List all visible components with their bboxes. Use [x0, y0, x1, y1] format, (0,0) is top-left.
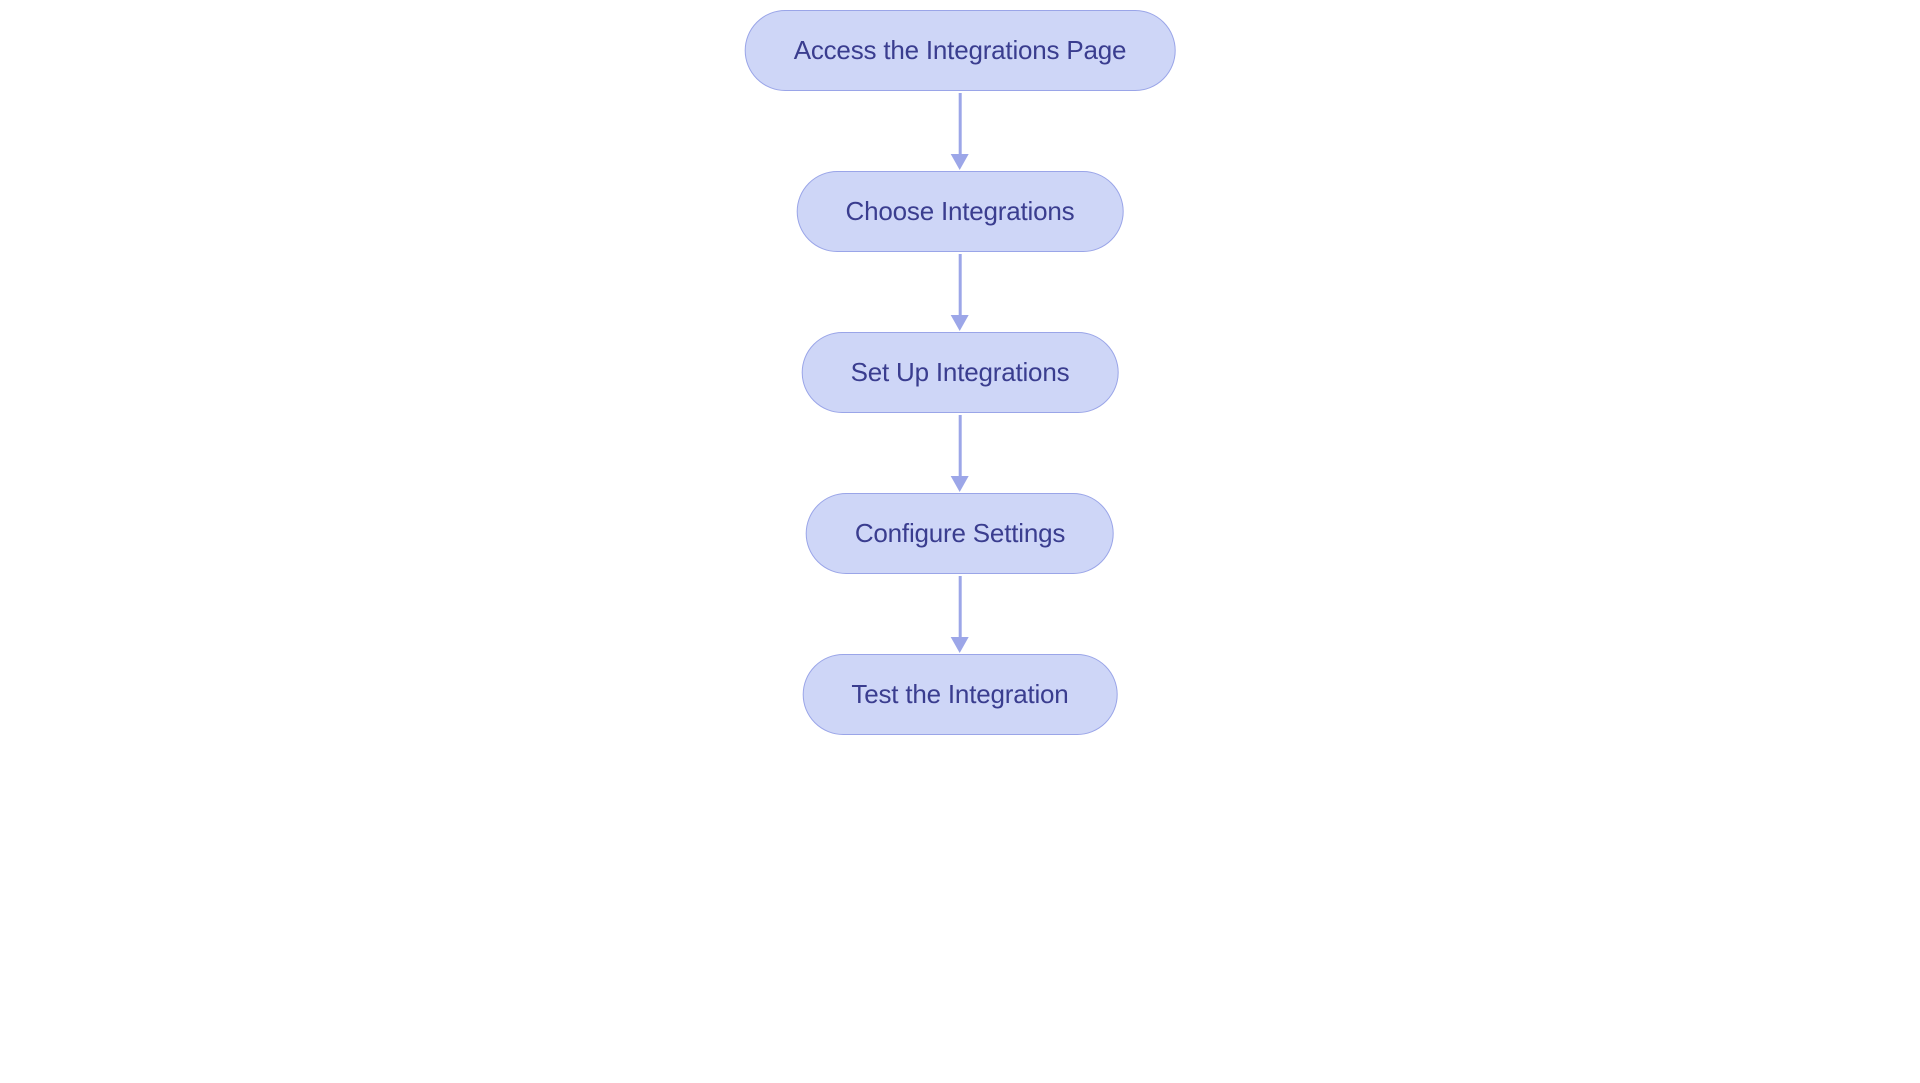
- flowchart-arrow-1: [951, 252, 969, 332]
- flowchart-node-1: Choose Integrations: [797, 171, 1124, 252]
- flowchart-node-label: Test the Integration: [851, 679, 1068, 710]
- flowchart-node-label: Access the Integrations Page: [794, 35, 1127, 66]
- flowchart-node-4: Test the Integration: [802, 654, 1117, 735]
- flowchart-arrow-2: [951, 413, 969, 493]
- flowchart-container: Access the Integrations Page Choose Inte…: [745, 10, 1176, 735]
- arrow-head-icon: [951, 315, 969, 331]
- flowchart-node-label: Choose Integrations: [846, 196, 1075, 227]
- flowchart-node-3: Configure Settings: [806, 493, 1114, 574]
- flowchart-node-2: Set Up Integrations: [802, 332, 1119, 413]
- flowchart-node-label: Set Up Integrations: [851, 357, 1070, 388]
- flowchart-node-label: Configure Settings: [855, 518, 1065, 549]
- arrow-line: [959, 93, 962, 155]
- arrow-head-icon: [951, 476, 969, 492]
- arrow-line: [959, 576, 962, 638]
- arrow-line: [959, 254, 962, 316]
- flowchart-arrow-3: [951, 574, 969, 654]
- flowchart-arrow-0: [951, 91, 969, 171]
- arrow-head-icon: [951, 154, 969, 170]
- arrow-line: [959, 415, 962, 477]
- flowchart-node-0: Access the Integrations Page: [745, 10, 1176, 91]
- arrow-head-icon: [951, 637, 969, 653]
